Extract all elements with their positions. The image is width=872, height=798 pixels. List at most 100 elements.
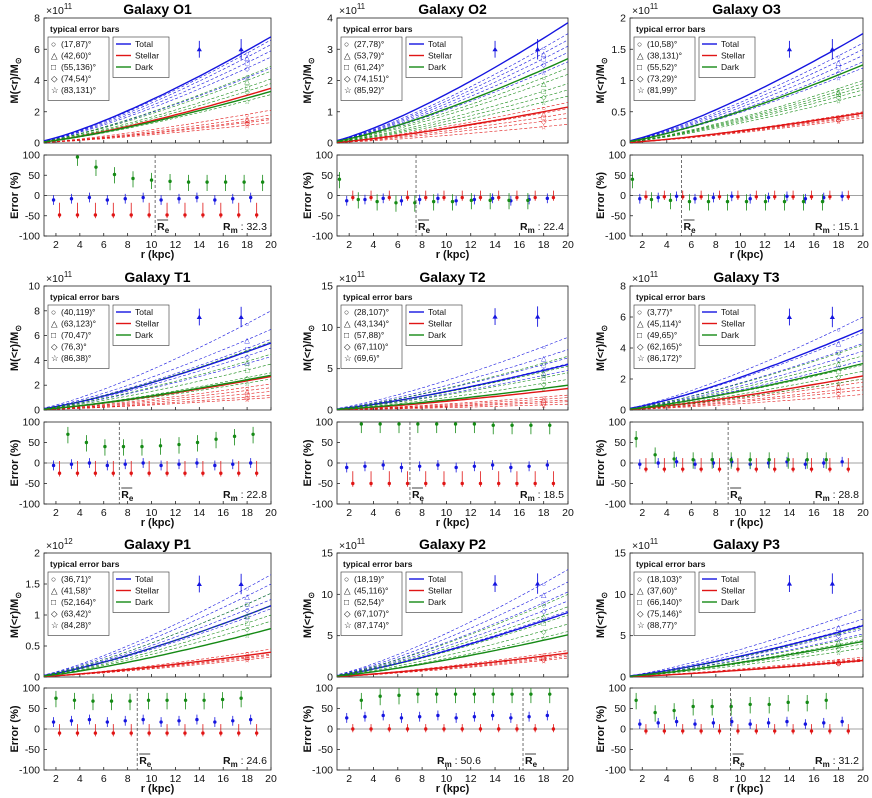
total-error-point	[105, 463, 110, 468]
dark-projection-line	[44, 66, 271, 142]
dark-error-point	[251, 432, 255, 436]
error-ytick-label: -50	[611, 744, 626, 756]
y-exponent: ×1011	[339, 2, 366, 17]
stellar-error-point	[717, 467, 722, 471]
dark-marker: △	[836, 89, 842, 96]
viewing-angle: (70,47)°	[61, 330, 91, 340]
rm-label: Rm : 32.3	[223, 221, 267, 235]
dark-true-line	[337, 384, 568, 410]
x-axis-label: r (kpc)	[141, 517, 175, 529]
dark-marker: △	[244, 359, 250, 366]
stellar-error-point	[809, 467, 814, 471]
mass-y-axis-label: M(<r)/M⊙	[302, 592, 316, 638]
total-marker: △	[836, 340, 842, 347]
xtick-label: 6	[688, 239, 694, 251]
rm-symbol: R	[815, 221, 823, 233]
total-error-point	[105, 720, 110, 724]
xtick-label: 18	[538, 507, 550, 519]
y-exponent: ×1011	[339, 537, 366, 552]
total-true-line	[630, 32, 863, 142]
total-marker: □	[245, 346, 250, 353]
dark-error-point	[397, 693, 401, 698]
total-marker: □	[542, 57, 547, 64]
mass-ytick-label: 5	[327, 363, 333, 375]
total-error-point	[248, 717, 253, 722]
dark-true-line	[44, 90, 271, 143]
mass-ytick-label: 15	[614, 548, 626, 560]
legend-label: Stellar	[135, 319, 159, 329]
stellar-error-point	[351, 195, 355, 200]
stellar-error-point	[644, 467, 648, 471]
xtick-label: 12	[170, 239, 182, 251]
mass-ytick-label: 2	[34, 380, 40, 392]
legend-label: Dark	[428, 62, 447, 72]
xtick-label: 14	[193, 239, 205, 251]
curves: ○△□◇☆○△□◇☆○△□◇☆	[337, 569, 568, 677]
legend-label: Total	[428, 39, 446, 49]
stellar-error-point	[515, 727, 519, 731]
dark-marker: □	[245, 368, 250, 375]
total-error-point	[177, 197, 181, 201]
dark-error-point	[223, 180, 228, 184]
stellar-error-point	[754, 195, 759, 199]
typical-error-bars-label: typical error bars	[343, 24, 413, 34]
dark-error-point	[672, 457, 676, 461]
typical-error-bars-label: typical error bars	[343, 292, 413, 302]
viewing-angle: (87,174)°	[354, 620, 389, 630]
dark-error-point	[337, 177, 342, 181]
total-projection-line	[337, 39, 568, 142]
error-ytick-label: 100	[22, 150, 40, 162]
curves: ○△□◇☆○△□◇☆○△□◇☆	[630, 32, 863, 143]
mass-ytick-label: 2	[34, 106, 40, 118]
dark-error-point	[84, 440, 89, 445]
dark-error-point	[195, 440, 200, 445]
total-error-point	[748, 197, 752, 201]
stellar-projection-line	[630, 394, 863, 410]
total-projection-line	[337, 569, 568, 676]
total-projection-line	[630, 316, 863, 409]
total-error-point	[472, 464, 477, 468]
angle-marker: ○	[637, 574, 642, 584]
rm-label: Rm : 28.8	[815, 489, 859, 503]
stellar-true-line	[44, 651, 271, 677]
rm-label: Rm : 24.6	[223, 755, 267, 769]
dark-error-point	[672, 708, 676, 713]
xtick-label: 18	[833, 239, 845, 251]
total-error-point	[345, 465, 349, 470]
xtick-label: 14	[784, 773, 796, 785]
error-bar-marker	[196, 581, 202, 586]
dark-marker: ☆	[541, 99, 547, 107]
dark-projection-line	[337, 594, 568, 676]
dark-projection-line	[44, 593, 271, 676]
stellar-error-point	[717, 195, 722, 199]
xtick-label: 4	[77, 239, 83, 251]
dark-error-point	[183, 698, 188, 702]
total-marker: ☆	[244, 615, 250, 623]
re-label: Re	[418, 221, 431, 235]
total-marker: ☆	[541, 69, 547, 77]
total-projection-line	[44, 583, 271, 676]
xtick-label: 2	[639, 239, 645, 251]
rm-subscript: m	[231, 226, 238, 235]
dark-error-point	[805, 458, 809, 462]
stellar-true-line	[337, 106, 568, 143]
total-error-point	[638, 722, 642, 726]
sun-subscript: ⊙	[600, 325, 609, 332]
dark-marker: □	[245, 85, 250, 92]
viewing-angle: (45,114)°	[647, 319, 681, 329]
stellar-error-point	[165, 731, 169, 735]
xtick-label: 4	[77, 773, 83, 785]
mass-ytick-label: 0	[327, 138, 333, 150]
xtick-label: 16	[217, 239, 229, 251]
error-ytick-label: 50	[28, 703, 40, 715]
xtick-label: 6	[101, 507, 107, 519]
stellar-error-point	[351, 481, 355, 486]
stellar-error-point	[773, 195, 777, 199]
x-axis-label: r (kpc)	[730, 783, 764, 795]
total-error-point	[656, 195, 660, 200]
re-label: Re	[733, 755, 746, 769]
total-error-point	[785, 194, 789, 199]
stellar-error-point	[644, 729, 648, 733]
error-ytick-label: 0	[327, 190, 333, 202]
rm-value: : 15.1	[830, 221, 859, 233]
